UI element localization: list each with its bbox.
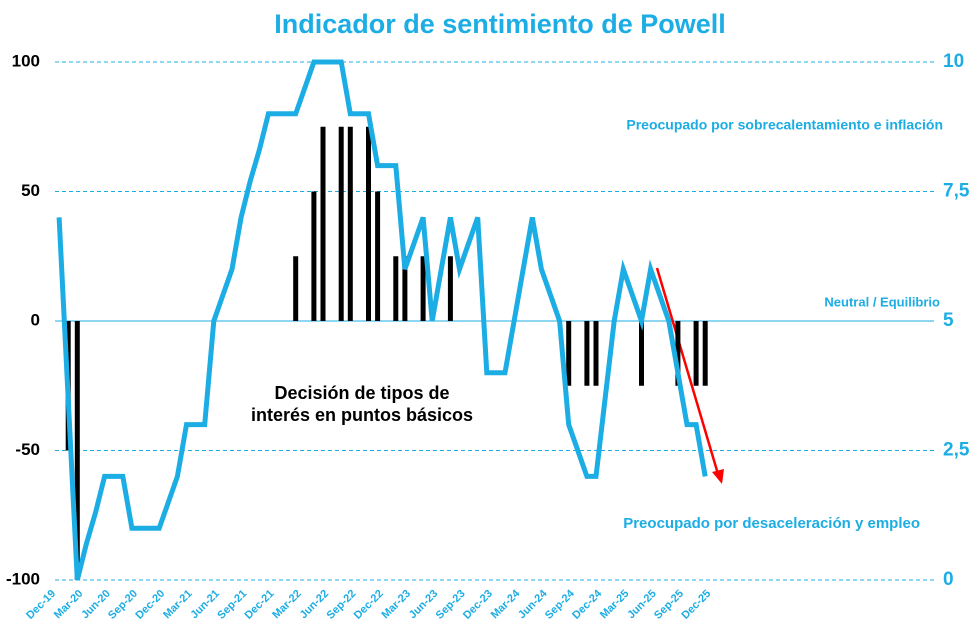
y-tick-label: 0 — [31, 310, 40, 329]
x-tick-label: Dec-22 — [352, 588, 386, 622]
x-tick-label: Mar-24 — [489, 587, 523, 621]
bar — [566, 321, 572, 386]
annotation: interés en puntos básicos — [251, 405, 473, 425]
x-tick-label: Mar-20 — [52, 588, 86, 622]
arrow-head — [712, 469, 724, 484]
bar — [693, 321, 699, 386]
annotation: Preocupado por sobrecalentamiento e infl… — [626, 117, 943, 133]
bar — [338, 126, 344, 321]
x-tick-label: Sep-25 — [652, 588, 686, 622]
y2-tick-label: 0 — [943, 569, 954, 590]
y-tick-label: -100 — [6, 569, 40, 588]
bar — [293, 256, 299, 321]
bar — [311, 191, 317, 321]
bar — [320, 126, 326, 321]
bar — [420, 256, 426, 321]
x-tick-label: Sep-21 — [215, 588, 249, 622]
x-tick-label: Dec-21 — [243, 588, 277, 622]
bar — [675, 321, 681, 386]
annotation: Neutral / Equilibrio — [824, 294, 940, 309]
bar — [447, 256, 453, 321]
bar — [347, 126, 353, 321]
bar — [74, 321, 80, 580]
bar — [702, 321, 708, 386]
y2-tick-label: 5 — [943, 310, 954, 331]
line — [56, 59, 708, 581]
y-tick-label: 50 — [21, 181, 40, 200]
y2-tick-label: 2,5 — [943, 440, 970, 461]
x-tick-label: Dec-19 — [24, 588, 58, 622]
y2-tick-label: 10 — [943, 51, 964, 72]
x-tick-label: Dec-20 — [133, 588, 167, 622]
chart-title: Indicador de sentimiento de Powell — [274, 9, 726, 39]
x-tick-label: Mar-23 — [380, 588, 414, 622]
bar — [639, 321, 644, 386]
x-tick-label: Dec-25 — [679, 588, 713, 622]
bar — [366, 126, 371, 321]
annotation: Decisión de tipos de — [274, 383, 449, 403]
bar — [402, 256, 408, 321]
x-tick-label: Dec-23 — [461, 588, 495, 622]
bar — [584, 321, 590, 386]
x-tick-label: Mar-25 — [598, 588, 632, 622]
trend-arrow — [655, 267, 720, 475]
y-tick-label: 100 — [12, 51, 40, 70]
bar — [375, 191, 381, 321]
x-tick-label: Mar-21 — [161, 588, 195, 622]
x-tick-label: Sep-22 — [324, 588, 358, 622]
x-tick-label: Sep-20 — [106, 588, 140, 622]
y-tick-label: -50 — [15, 440, 40, 459]
annotation: Preocupado por desaceleración y empleo — [623, 515, 920, 532]
bar — [593, 321, 599, 386]
x-tick-label: Dec-24 — [570, 587, 605, 622]
y2-tick-label: 7,5 — [943, 181, 970, 202]
x-tick-label: Sep-23 — [434, 588, 468, 622]
x-tick-label: Mar-22 — [270, 588, 304, 622]
bar — [393, 256, 399, 321]
